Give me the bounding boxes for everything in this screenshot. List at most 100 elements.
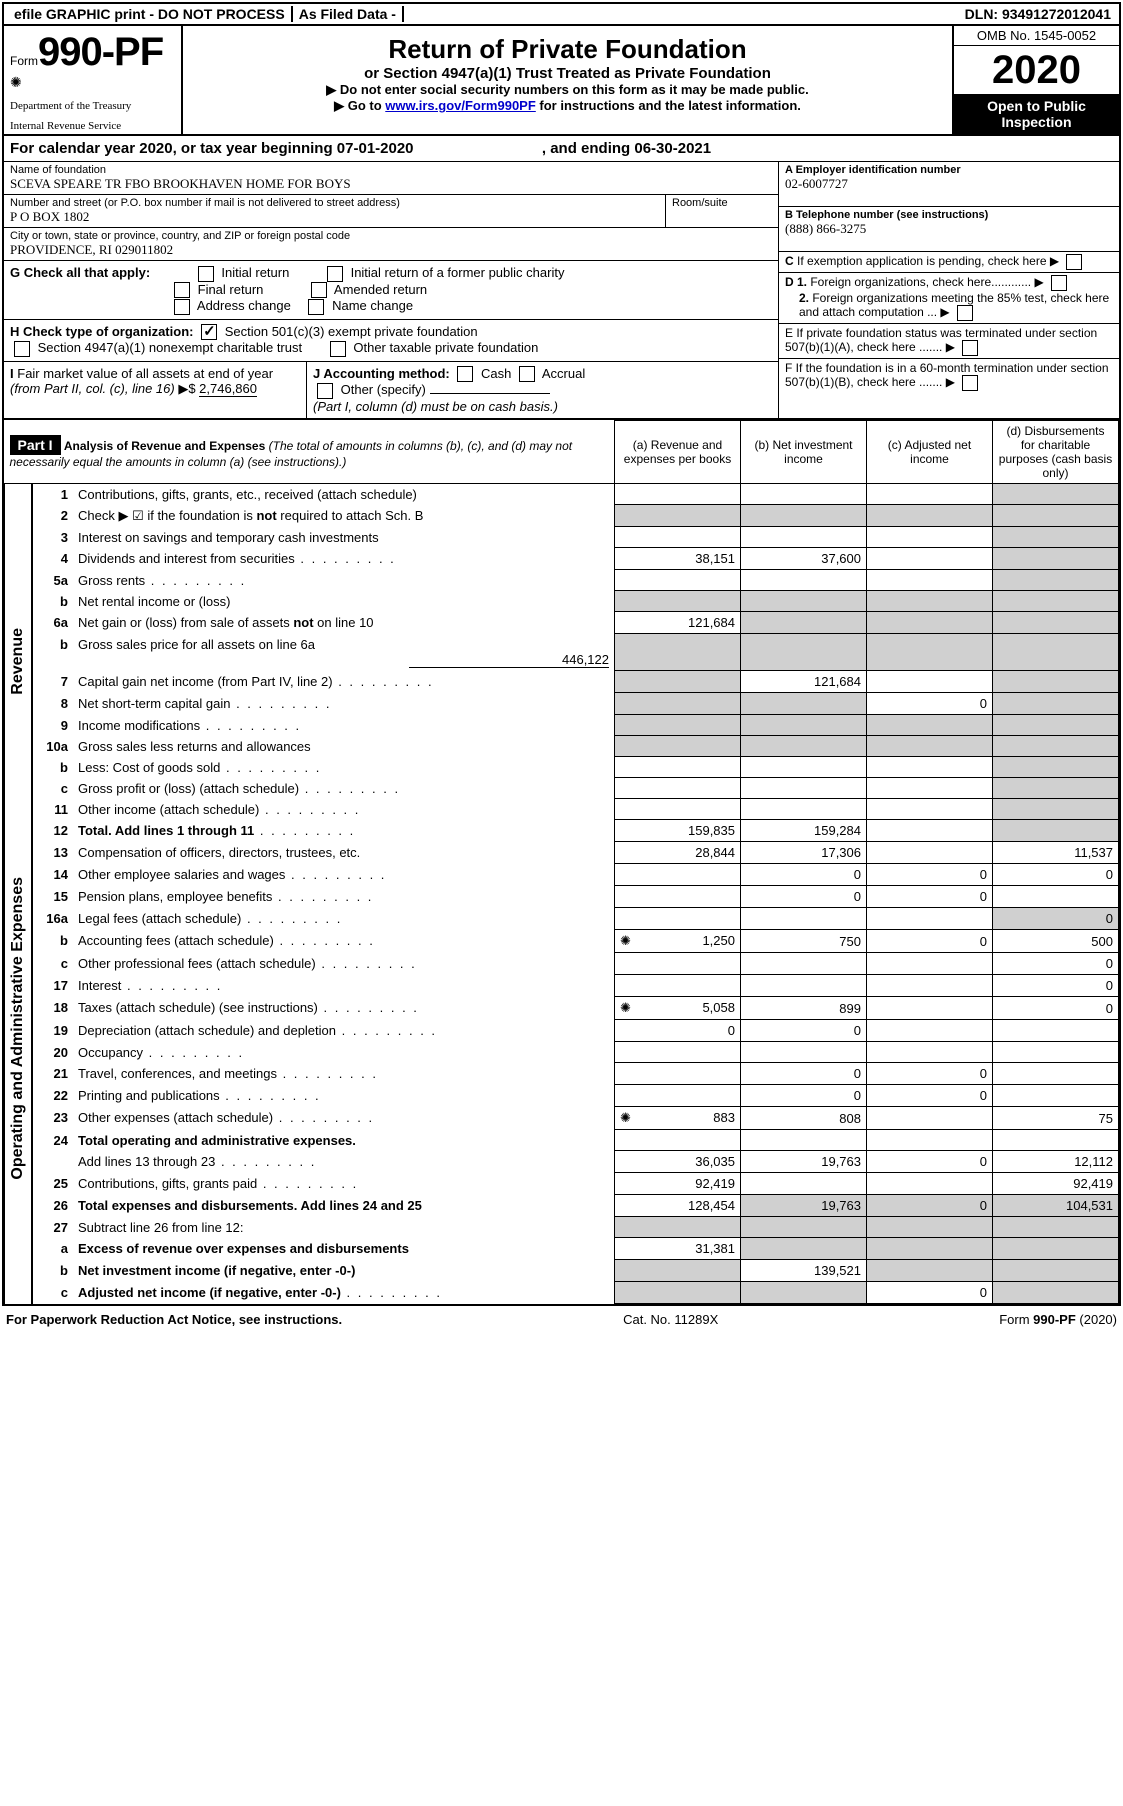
amount-cell — [867, 1173, 993, 1195]
line-number: b — [32, 634, 73, 671]
checkbox-initial-former[interactable] — [327, 266, 343, 282]
calendar-year-line: For calendar year 2020, or tax year begi… — [4, 136, 1119, 162]
amount-cell: 0 — [993, 908, 1119, 930]
amount-cell — [867, 671, 993, 693]
table-row: 4Dividends and interest from securities3… — [5, 548, 1119, 570]
checkbox-accrual[interactable] — [519, 366, 535, 382]
checkbox-501c3[interactable] — [201, 324, 217, 340]
amount-cell: 0 — [993, 975, 1119, 997]
line-description: Accounting fees (attach schedule) — [73, 930, 615, 953]
amount-cell — [993, 612, 1119, 634]
amount-cell: 75 — [993, 1107, 1119, 1130]
table-row: 22Printing and publications00 — [5, 1085, 1119, 1107]
footer-left: For Paperwork Reduction Act Notice, see … — [6, 1312, 342, 1327]
line-description: Pension plans, employee benefits — [73, 886, 615, 908]
amount-cell — [741, 1173, 867, 1195]
page-footer: For Paperwork Reduction Act Notice, see … — [0, 1308, 1123, 1331]
line-number: 11 — [32, 799, 73, 820]
checkbox-4947a1[interactable] — [14, 341, 30, 357]
amount-cell — [741, 505, 867, 527]
amount-cell — [867, 908, 993, 930]
amount-cell: 92,419 — [993, 1173, 1119, 1195]
line-number: 6a — [32, 612, 73, 634]
amount-cell: 0 — [867, 864, 993, 886]
line-description: Interest on savings and temporary cash i… — [73, 527, 615, 548]
amount-cell — [993, 1282, 1119, 1304]
checkbox-f[interactable] — [962, 375, 978, 391]
checkbox-d1[interactable] — [1051, 275, 1067, 291]
line-description: Other employee salaries and wages — [73, 864, 615, 886]
checkbox-name-change[interactable] — [308, 299, 324, 315]
line-number: 24 — [32, 1130, 73, 1151]
amount-cell: 899 — [741, 997, 867, 1020]
col-b-header: (b) Net investment income — [741, 420, 867, 483]
checkbox-amended[interactable] — [311, 282, 327, 298]
amount-cell — [615, 505, 741, 527]
amount-cell: 36,035 — [615, 1151, 741, 1173]
line-description: Occupancy — [73, 1042, 615, 1063]
amount-cell: 0 — [741, 864, 867, 886]
line-number: 12 — [32, 820, 73, 842]
line-description: Gross sales less returns and allowances — [73, 736, 615, 757]
amount-cell: 139,521 — [741, 1260, 867, 1282]
amount-cell — [741, 483, 867, 505]
checkbox-other-taxable[interactable] — [330, 341, 346, 357]
checkbox-other-method[interactable] — [317, 383, 333, 399]
line-number: 1 — [32, 483, 73, 505]
table-row: 14Other employee salaries and wages000 — [5, 864, 1119, 886]
line-description: Income modifications — [73, 715, 615, 736]
amount-cell: 0 — [741, 1020, 867, 1042]
amount-cell — [741, 799, 867, 820]
amount-cell — [867, 975, 993, 997]
line-description: Add lines 13 through 23 — [73, 1151, 615, 1173]
checkbox-e[interactable] — [962, 340, 978, 356]
amount-cell — [993, 736, 1119, 757]
line-number — [32, 1151, 73, 1173]
checkbox-cash[interactable] — [457, 366, 473, 382]
table-row: 21Travel, conferences, and meetings00 — [5, 1063, 1119, 1085]
entity-header: Name of foundation SCEVA SPEARE TR FBO B… — [4, 162, 1119, 420]
amount-cell — [615, 570, 741, 591]
line-number: 7 — [32, 671, 73, 693]
amount-cell — [867, 1130, 993, 1151]
amount-cell — [615, 778, 741, 799]
checkbox-initial-return[interactable] — [198, 266, 214, 282]
table-row: bLess: Cost of goods sold — [5, 757, 1119, 778]
amount-cell — [615, 1042, 741, 1063]
line-number: 26 — [32, 1195, 73, 1217]
line-number: 5a — [32, 570, 73, 591]
entity-right: A Employer identification number 02-6007… — [778, 162, 1119, 418]
table-row: 12Total. Add lines 1 through 11159,83515… — [5, 820, 1119, 842]
line-number: b — [32, 591, 73, 612]
line-description: Net rental income or (loss) — [73, 591, 615, 612]
line-number: 14 — [32, 864, 73, 886]
irs-link[interactable]: www.irs.gov/Form990PF — [385, 98, 536, 113]
amount-cell — [741, 527, 867, 548]
checkbox-final-return[interactable] — [174, 282, 190, 298]
line-description: Adjusted net income (if negative, enter … — [73, 1282, 615, 1304]
line-number: 13 — [32, 842, 73, 864]
line-number: 27 — [32, 1217, 73, 1238]
checkbox-d2[interactable] — [957, 305, 973, 321]
amount-cell: 11,537 — [993, 842, 1119, 864]
line-number: 21 — [32, 1063, 73, 1085]
amount-cell: 104,531 — [993, 1195, 1119, 1217]
amount-cell — [741, 591, 867, 612]
line-description: Contributions, gifts, grants paid — [73, 1173, 615, 1195]
amount-cell — [867, 736, 993, 757]
table-row: 3Interest on savings and temporary cash … — [5, 527, 1119, 548]
omb-number: OMB No. 1545-0052 — [954, 26, 1119, 46]
amount-cell — [741, 1282, 867, 1304]
amount-cell: ✺5,058 — [615, 997, 741, 1020]
table-row: 10aGross sales less returns and allowanc… — [5, 736, 1119, 757]
table-row: 7Capital gain net income (from Part IV, … — [5, 671, 1119, 693]
amount-cell — [993, 527, 1119, 548]
line-description: Gross sales price for all assets on line… — [73, 634, 615, 671]
table-row: bGross sales price for all assets on lin… — [5, 634, 1119, 671]
amount-cell — [615, 671, 741, 693]
amount-cell — [741, 757, 867, 778]
table-row: Add lines 13 through 2336,03519,763012,1… — [5, 1151, 1119, 1173]
line-description: Other expenses (attach schedule) — [73, 1107, 615, 1130]
checkbox-exemption-pending[interactable] — [1066, 254, 1082, 270]
checkbox-address-change[interactable] — [174, 299, 190, 315]
